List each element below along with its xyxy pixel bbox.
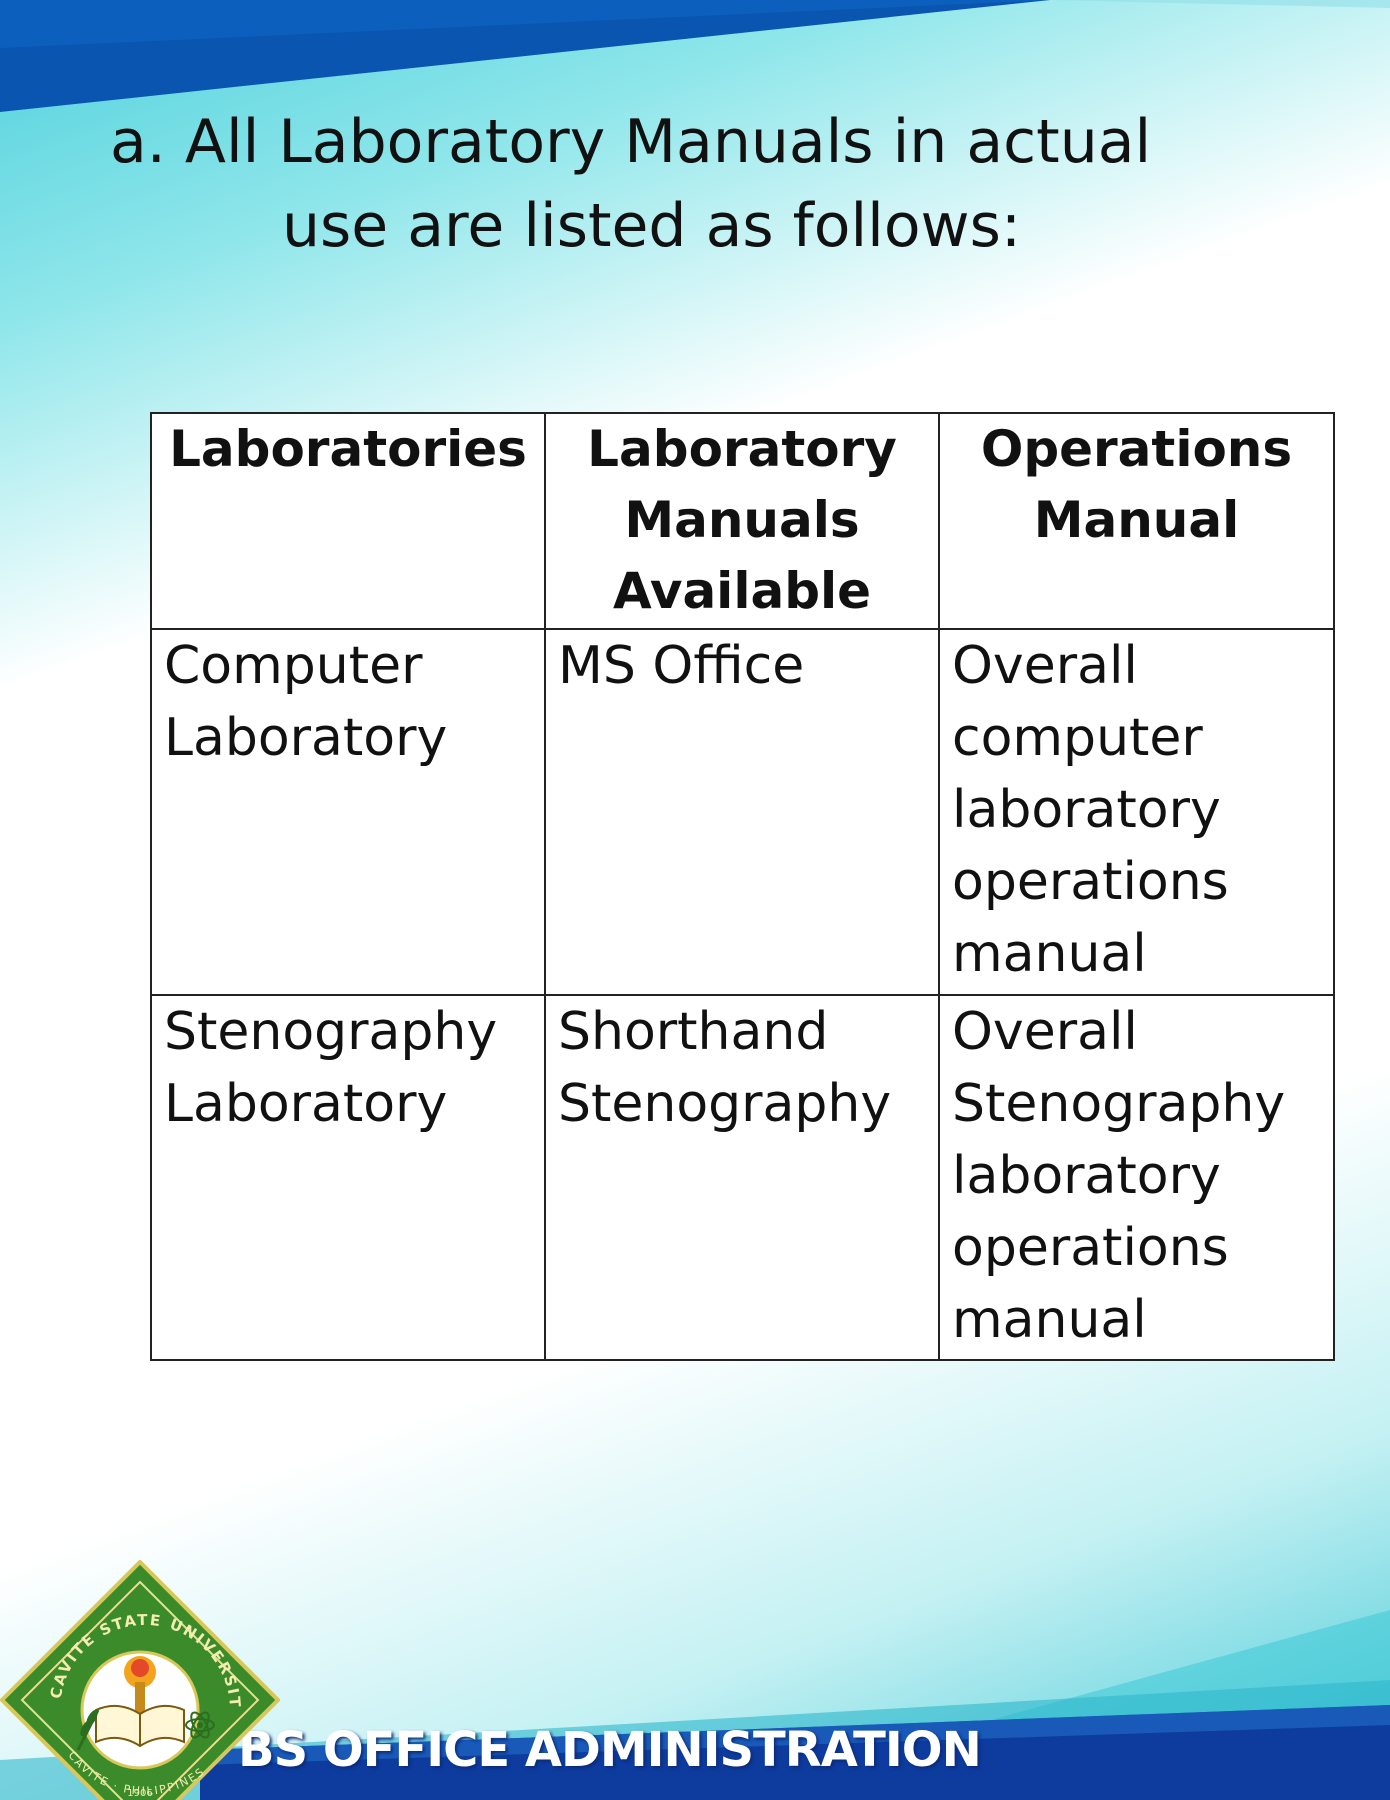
atom-icon bbox=[185, 1711, 215, 1739]
footer-decorative-band bbox=[0, 1610, 1390, 1800]
table-row: Stenography Laboratory Shorthand Stenogr… bbox=[150, 994, 1335, 1361]
table-cell-laboratory: Stenography Laboratory bbox=[150, 994, 546, 1361]
university-seal-logo: CAVITE STATE UNIVERSITY CAVITE · PHILIPP… bbox=[0, 1560, 280, 1800]
page-heading: a. All Laboratory Manuals in actual use … bbox=[110, 100, 1151, 268]
logo-year: 1906 bbox=[127, 1788, 152, 1799]
table-cell-laboratory: Computer Laboratory bbox=[150, 628, 546, 996]
column-header-laboratories: Laboratories bbox=[150, 412, 546, 630]
footer-program-title: BS OFFICE ADMINISTRATION bbox=[238, 1722, 982, 1778]
column-header-operations-manual: Operations Manual bbox=[938, 412, 1335, 630]
top-decorative-band bbox=[0, 0, 1390, 112]
heading-line-2: use are listed as follows: bbox=[282, 191, 1022, 261]
wheat-icon bbox=[76, 1709, 100, 1751]
table-cell-operations-manual: Overall Stenography laboratory operation… bbox=[938, 994, 1335, 1361]
table-cell-manual: MS Office bbox=[544, 628, 940, 996]
table-cell-manual: Shorthand Stenography bbox=[544, 994, 940, 1361]
table-header-row: Laboratories Laboratory Manuals Availabl… bbox=[150, 412, 1335, 630]
heading-line-1: a. All Laboratory Manuals in actual bbox=[110, 107, 1152, 177]
table-row: Computer Laboratory MS Office Overall co… bbox=[150, 628, 1335, 996]
laboratory-manuals-table: Laboratories Laboratory Manuals Availabl… bbox=[150, 412, 1335, 1361]
column-header-laboratory-manuals: Laboratory Manuals Available bbox=[544, 412, 940, 630]
torch-icon bbox=[124, 1656, 156, 1728]
table-cell-operations-manual: Overall computer laboratory operations m… bbox=[938, 628, 1335, 996]
open-book-icon bbox=[95, 1704, 185, 1748]
